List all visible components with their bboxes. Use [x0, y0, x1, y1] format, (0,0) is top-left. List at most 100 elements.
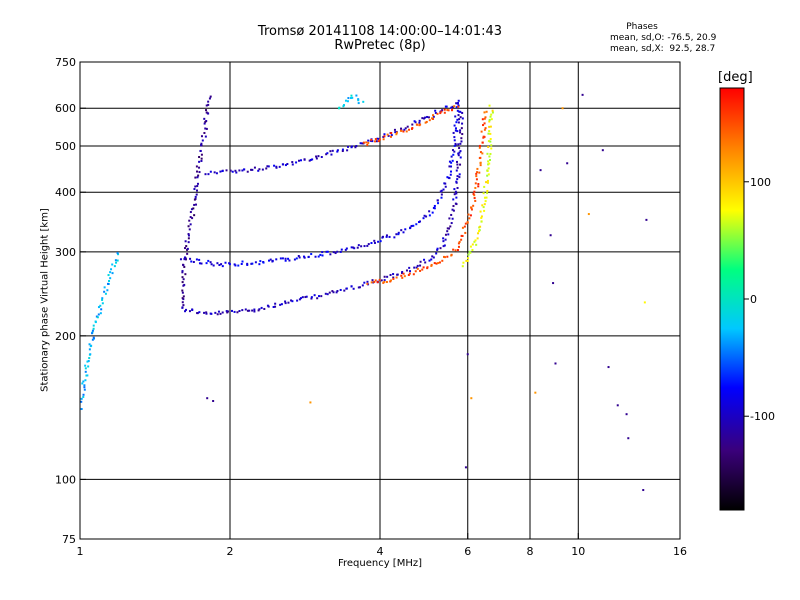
- trace-point: [92, 327, 95, 330]
- trace-point: [435, 252, 438, 255]
- trace-point: [179, 258, 182, 261]
- trace-point: [288, 259, 291, 262]
- trace-point: [461, 234, 464, 237]
- trace-point: [298, 159, 301, 162]
- trace-point: [199, 149, 202, 152]
- trace-point: [459, 116, 462, 119]
- trace-point: [246, 263, 249, 266]
- trace-point: [468, 217, 471, 220]
- trace-point: [89, 353, 92, 356]
- trace-point: [253, 310, 256, 313]
- trace-point: [402, 130, 405, 133]
- trace-point: [400, 127, 403, 130]
- trace-point: [302, 255, 305, 258]
- trace-point: [279, 257, 282, 260]
- trace-point: [395, 131, 398, 134]
- trace-point: [111, 263, 114, 266]
- trace-point: [351, 96, 354, 99]
- trace-point: [461, 117, 464, 120]
- y-tick-label: 300: [55, 246, 76, 259]
- trace-point: [201, 139, 204, 142]
- trace-point: [459, 131, 462, 134]
- trace-point: [397, 231, 400, 234]
- x-tick-label: 2: [227, 545, 234, 558]
- trace-point: [424, 121, 427, 124]
- trace-point: [465, 259, 468, 262]
- trace-point: [454, 144, 457, 147]
- trace-point: [432, 114, 435, 117]
- trace-point: [451, 149, 454, 152]
- trace-point: [432, 117, 435, 120]
- trace-point: [111, 272, 114, 275]
- trace-point: [485, 181, 488, 184]
- trace-point: [220, 263, 223, 266]
- trace-point: [210, 263, 213, 266]
- trace-point: [184, 240, 187, 243]
- trace-point: [415, 223, 418, 226]
- trace-point: [284, 259, 287, 262]
- trace-point: [83, 386, 86, 389]
- trace-point: [483, 128, 486, 131]
- trace-point: [192, 261, 195, 264]
- trace-point: [451, 217, 454, 220]
- trace-point: [475, 243, 478, 246]
- trace-point: [454, 129, 457, 132]
- trace-point: [474, 182, 477, 185]
- trace-point: [114, 259, 117, 262]
- trace-point: [459, 129, 462, 132]
- trace-point: [194, 176, 197, 179]
- trace-point: [230, 309, 233, 312]
- trace-point: [466, 221, 469, 224]
- trace-point: [343, 289, 346, 292]
- trace-point: [207, 103, 210, 106]
- trace-point: [477, 230, 480, 233]
- trace-point: [490, 118, 493, 121]
- trace-point: [346, 149, 349, 152]
- trace-point: [453, 105, 456, 108]
- trace-point: [192, 207, 195, 210]
- trace-point: [482, 206, 485, 209]
- trace-point: [448, 165, 451, 168]
- trace-point: [295, 257, 298, 260]
- trace-point: [196, 176, 199, 179]
- trace-point: [367, 141, 370, 144]
- trace-point: [487, 163, 490, 166]
- trace-point: [320, 295, 323, 298]
- trace-point: [479, 161, 482, 164]
- x-tick-label: 16: [673, 545, 687, 558]
- trace-point: [103, 286, 106, 289]
- trace-point: [475, 178, 478, 181]
- trace-point: [456, 249, 459, 252]
- trace-point: [181, 281, 184, 284]
- trace-point: [181, 297, 184, 300]
- trace-point: [455, 102, 458, 105]
- trace-point: [419, 269, 422, 272]
- trace-point: [341, 148, 344, 151]
- trace-point: [474, 186, 477, 189]
- trace-point: [331, 149, 334, 152]
- trace-point: [181, 271, 184, 274]
- trace-point: [207, 173, 210, 176]
- trace-point: [457, 143, 460, 146]
- trace-point: [189, 223, 192, 226]
- trace-point: [432, 115, 435, 118]
- trace-point: [458, 151, 461, 154]
- y-tick-label: 400: [55, 186, 76, 199]
- trace-point: [336, 149, 339, 152]
- trace-point: [373, 241, 376, 244]
- trace-point: [456, 178, 459, 181]
- trace-point: [92, 324, 95, 327]
- trace-point: [411, 123, 414, 126]
- trace-point: [209, 312, 212, 315]
- trace-point: [453, 150, 456, 153]
- trace-point: [311, 158, 314, 161]
- trace-point: [440, 189, 443, 192]
- trace-point: [181, 301, 184, 304]
- trace-point: [190, 260, 193, 263]
- trace-point: [299, 159, 302, 162]
- trace-point: [428, 119, 431, 122]
- trace-point: [86, 360, 89, 363]
- trace-point: [469, 245, 472, 248]
- trace-point: [379, 240, 382, 243]
- trace-point: [460, 127, 463, 130]
